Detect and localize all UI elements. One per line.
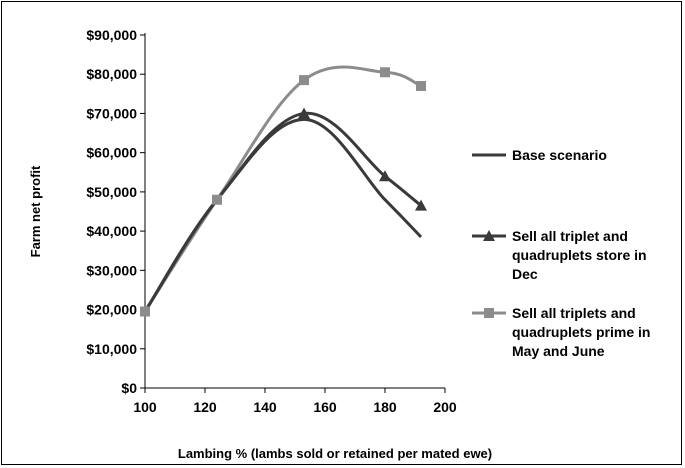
- x-tick-label: 140: [253, 399, 277, 415]
- y-tick-label: $40,000: [86, 223, 137, 239]
- legend-label: May and June: [512, 343, 605, 359]
- legend-label: Dec: [512, 266, 538, 282]
- y-tick-label: $20,000: [86, 302, 137, 318]
- series-2-point-square: [416, 80, 426, 91]
- y-tick-label: $80,000: [86, 66, 137, 82]
- legend-label: Base scenario: [512, 147, 607, 163]
- series-2-point-square: [380, 67, 390, 78]
- series-2-line: [143, 65, 422, 313]
- series-1-point-triangle: [379, 170, 391, 182]
- x-tick-label: 120: [193, 399, 217, 415]
- x-axis-title: Lambing % (lambs sold or retained per ma…: [178, 446, 492, 461]
- legend-label: quadruplets prime in: [512, 324, 650, 340]
- series-1-point-triangle: [298, 107, 310, 119]
- series-2-point-square: [299, 75, 309, 86]
- series-legend-2-point-square: [484, 308, 494, 318]
- y-tick-label: $60,000: [86, 145, 137, 161]
- y-tick-label: $50,000: [86, 184, 137, 200]
- series-legend-1-point-triangle: [483, 230, 495, 241]
- y-tick-label: $10,000: [86, 341, 137, 357]
- x-tick-label: 100: [133, 399, 157, 415]
- series-1-line: [143, 111, 422, 313]
- series-2-point-square: [212, 194, 222, 205]
- y-axis-title: Farm net profit: [28, 165, 43, 257]
- y-tick-label: $0: [121, 380, 137, 396]
- y-tick-label: $30,000: [86, 262, 137, 278]
- y-tick-label: $90,000: [86, 27, 137, 43]
- legend-label: Sell all triplet and: [512, 228, 628, 244]
- x-tick-label: 180: [373, 399, 397, 415]
- x-tick-label: 160: [313, 399, 337, 415]
- legend-label: quadruplets store in: [512, 247, 647, 263]
- series-0-line: [143, 117, 423, 313]
- y-tick-label: $70,000: [86, 105, 137, 121]
- series-2-point-square: [140, 306, 150, 317]
- x-tick-label: 200: [433, 399, 457, 415]
- series-1-point-triangle: [415, 199, 427, 211]
- legend-label: Sell all triplets and: [512, 305, 636, 321]
